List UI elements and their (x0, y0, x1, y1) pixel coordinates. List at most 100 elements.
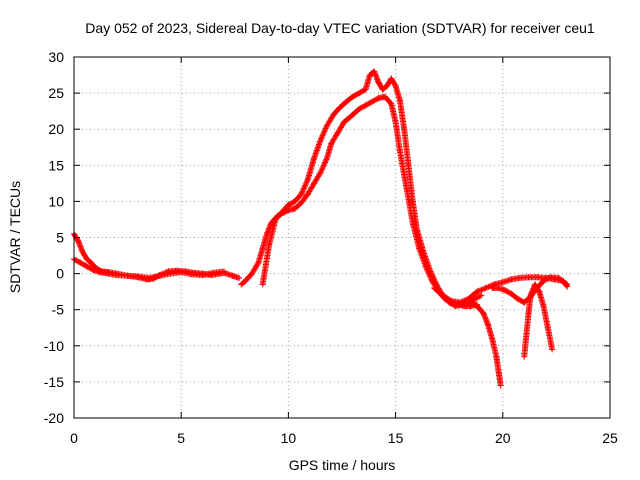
data-points (71, 68, 571, 389)
data-point (77, 259, 84, 266)
data-point (429, 272, 436, 279)
data-point (301, 183, 308, 190)
data-point (318, 134, 325, 141)
data-point (428, 271, 435, 278)
x-tick-label: 0 (70, 430, 78, 446)
data-point (562, 280, 569, 287)
data-point (362, 102, 369, 109)
y-tick-label: 10 (48, 193, 64, 209)
series-arc-8 (521, 281, 556, 360)
data-point (485, 283, 492, 290)
data-point (349, 93, 356, 100)
data-point (477, 292, 484, 299)
data-point (302, 182, 309, 189)
y-tick-label: -10 (44, 338, 64, 354)
data-point (543, 276, 550, 283)
data-point (489, 282, 496, 289)
data-point (351, 92, 358, 99)
data-point (430, 274, 437, 281)
data-point (320, 163, 327, 170)
y-tick-label: 20 (48, 121, 64, 137)
data-point (516, 296, 523, 303)
y-tick-label: 15 (48, 157, 64, 173)
data-point (504, 288, 511, 295)
data-point (478, 292, 485, 299)
data-point (221, 268, 228, 275)
data-point (426, 266, 433, 273)
y-tick-label: -5 (52, 302, 65, 318)
data-point (80, 261, 87, 268)
data-point (81, 261, 88, 268)
data-point (353, 91, 360, 98)
data-point (456, 299, 463, 306)
data-point (72, 256, 79, 263)
y-tick-label: 30 (48, 49, 64, 65)
data-point (323, 156, 330, 163)
data-point (482, 285, 489, 292)
data-point (82, 262, 89, 269)
data-point (366, 100, 373, 107)
data-point (73, 257, 80, 264)
y-tick-label: 0 (56, 266, 64, 282)
data-point (549, 346, 556, 353)
data-point (474, 288, 481, 295)
data-point (471, 295, 478, 302)
data-point (367, 99, 374, 106)
grid-lines (74, 57, 610, 418)
data-point (431, 277, 438, 284)
data-point (298, 191, 305, 198)
data-point (356, 105, 363, 112)
data-point (476, 287, 483, 294)
data-point (432, 279, 439, 286)
data-point (461, 297, 468, 304)
data-point (514, 295, 521, 302)
data-point (320, 162, 327, 169)
data-point (427, 268, 434, 275)
data-point (360, 87, 367, 94)
data-point (300, 186, 307, 193)
data-point (535, 287, 542, 294)
data-point (481, 285, 488, 292)
data-point (517, 297, 524, 304)
data-point (462, 297, 469, 304)
data-point (317, 169, 324, 176)
data-point (540, 277, 547, 284)
data-point (298, 189, 305, 196)
x-tick-label: 20 (495, 430, 511, 446)
data-point (285, 202, 292, 209)
x-tick-label: 15 (388, 430, 404, 446)
axis-ticks (73, 56, 611, 419)
y-tick-label: 25 (48, 85, 64, 101)
chart-title: Day 052 of 2023, Sidereal Day-to-day VTE… (85, 20, 595, 36)
data-point (478, 286, 485, 293)
data-point (358, 104, 365, 111)
data-point (321, 160, 328, 167)
data-point (299, 188, 306, 195)
data-point (470, 300, 477, 307)
data-point (236, 274, 243, 281)
y-tick-label: 5 (56, 230, 64, 246)
data-point (432, 278, 439, 285)
data-point (318, 168, 325, 175)
data-point (89, 266, 96, 273)
data-point (356, 90, 363, 97)
data-point (479, 286, 486, 293)
data-point (74, 258, 81, 265)
data-point (321, 128, 328, 135)
data-point (83, 263, 90, 270)
x-tick-label: 5 (177, 430, 185, 446)
data-point (459, 298, 466, 305)
data-point (474, 294, 481, 301)
data-point (564, 281, 571, 288)
data-point (541, 277, 548, 284)
data-point (322, 125, 329, 132)
data-point (363, 101, 370, 108)
tick-labels: 0 5 10 15 20 25 -20 -15 -10 -5 0 5 10 15 20 25 30 (44, 49, 618, 446)
data-point (372, 96, 379, 103)
data-point (286, 201, 293, 208)
data-point (544, 275, 551, 282)
data-point (78, 260, 85, 267)
x-tick-label: 10 (281, 430, 297, 446)
data-point (473, 295, 480, 302)
data-point (458, 298, 465, 305)
